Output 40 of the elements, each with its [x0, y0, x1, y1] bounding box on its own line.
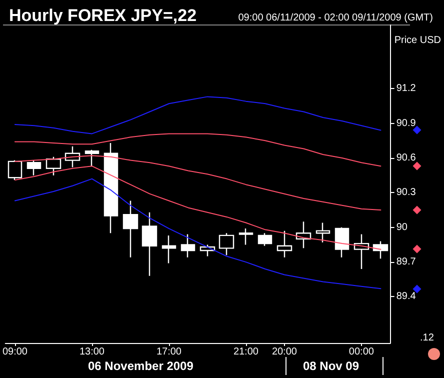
y-tick-label: 90: [396, 222, 408, 233]
x-tick-label: 09:00: [2, 346, 28, 358]
candlestick: [46, 156, 62, 176]
candlestick: [334, 226, 350, 258]
line-series: [14, 96, 382, 134]
candlestick: [218, 232, 234, 256]
candlestick: [162, 234, 176, 264]
text: 08 Nov 09: [303, 359, 360, 373]
x-tick-label: 00:00: [348, 346, 374, 358]
x-tick-label: 17:00: [156, 346, 182, 358]
y-tick-label: 89.4: [396, 291, 416, 302]
line-series: [14, 166, 382, 250]
line-series: [14, 155, 382, 211]
candlestick: [104, 142, 118, 234]
chart-subtitle: 09:00 06/11/2009 - 02:00 09/11/2009 (GMT): [238, 12, 434, 24]
text: 06 November 2009: [88, 359, 194, 373]
chart-title: Hourly FOREX JPY=,22: [9, 6, 197, 25]
x-tick-label: 20:00: [272, 346, 298, 358]
candlestick: [122, 200, 138, 258]
line-series: [14, 178, 382, 290]
candlestick: [276, 230, 292, 258]
candlestick: [26, 160, 42, 176]
candlestick: [142, 212, 158, 277]
candlestick: [8, 160, 22, 181]
x-tick-label: 21:00: [233, 346, 259, 358]
y-tick-label: 90.3: [396, 187, 416, 198]
y-tick-label: 90.9: [396, 118, 416, 129]
candlestick: [238, 228, 254, 246]
y-tick-label: 90.6: [396, 152, 416, 164]
y-axis-title: Price USD: [394, 35, 442, 46]
y-tick-label: 89.7: [396, 256, 416, 268]
y-tick-label: 91.2: [396, 83, 416, 94]
candlestick: [258, 232, 272, 246]
text: .12: [420, 332, 434, 344]
candlestick: [372, 240, 388, 260]
candlestick: [180, 234, 196, 258]
x-tick-label: 13:00: [79, 346, 105, 358]
candlestick: [316, 222, 330, 243]
candlestick: [84, 149, 100, 167]
line-series: [14, 133, 382, 167]
